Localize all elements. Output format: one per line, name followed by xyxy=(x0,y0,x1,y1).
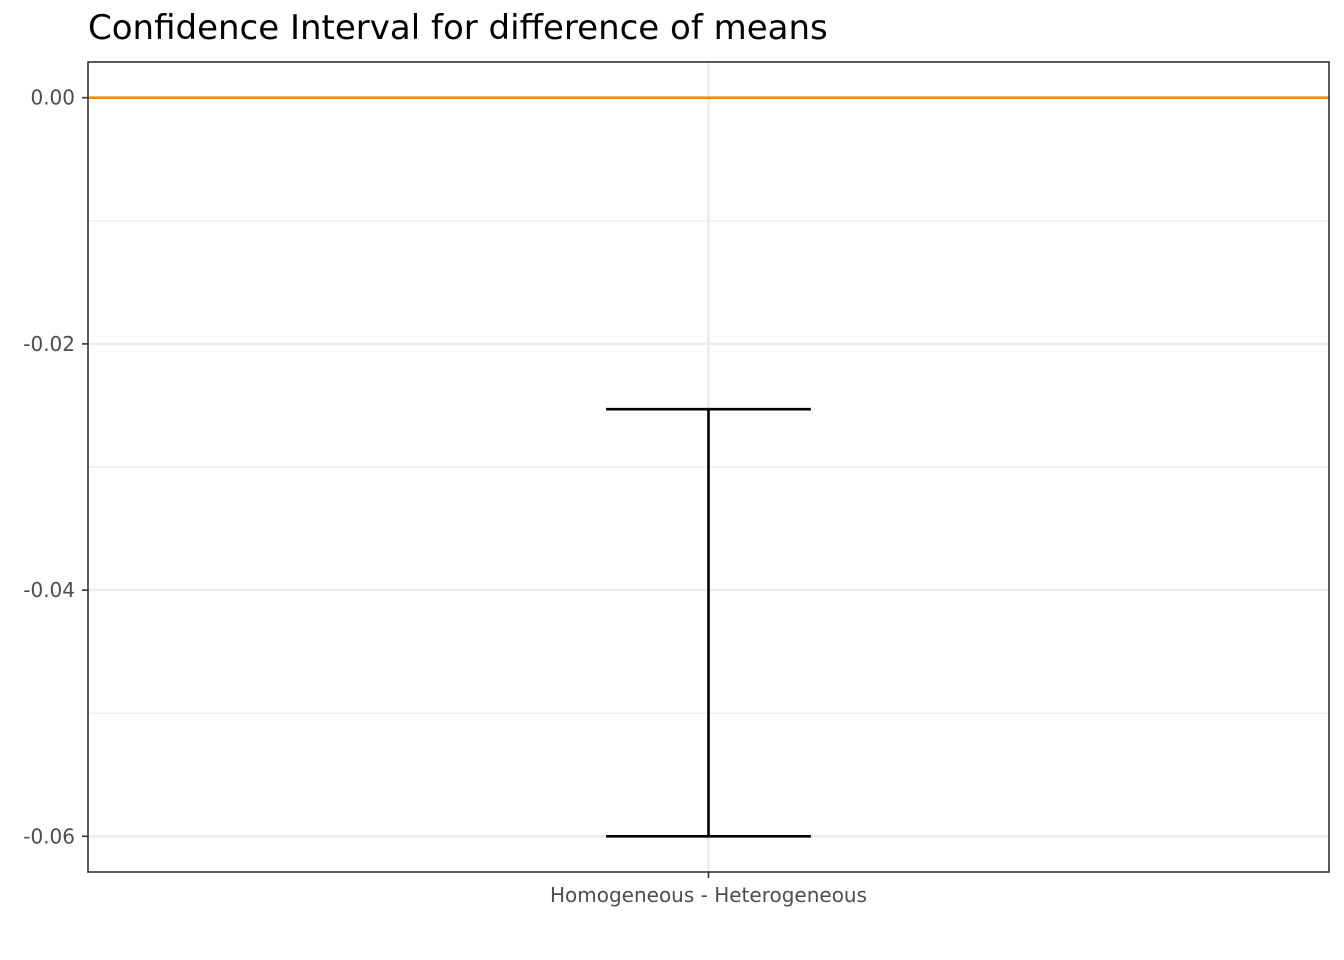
x-tick-label: Homogeneous - Heterogeneous xyxy=(550,883,867,907)
y-tick-label: 0.00 xyxy=(30,86,75,110)
y-tick-label: -0.04 xyxy=(23,578,75,602)
axis-layer: 0.00 -0.02 -0.04 -0.06 Homogeneous - Heterog… xyxy=(23,61,1330,907)
marks-layer xyxy=(88,96,1329,838)
y-tick-label: -0.02 xyxy=(23,332,75,356)
chart-title: Confidence Interval for difference of me… xyxy=(88,8,828,48)
y-tick-label: -0.06 xyxy=(23,824,75,848)
